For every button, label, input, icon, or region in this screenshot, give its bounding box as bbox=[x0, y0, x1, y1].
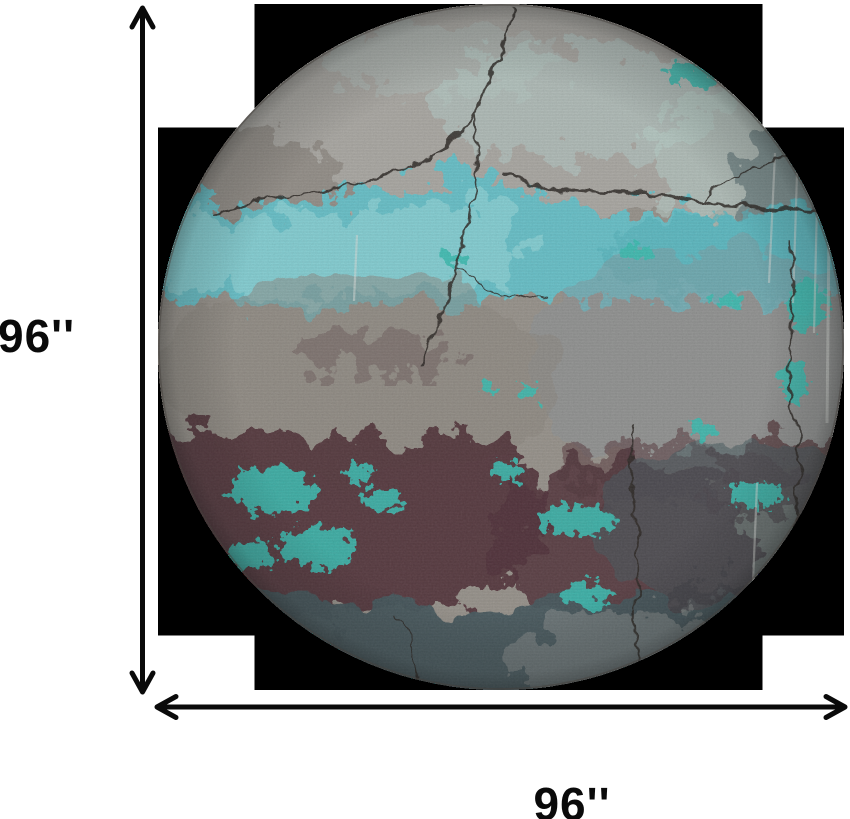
arrow-up-icon bbox=[129, 5, 156, 30]
arrow-down-icon bbox=[129, 670, 156, 695]
width-dimension-arrow bbox=[154, 694, 848, 720]
width-dimension-label: 96'' bbox=[533, 778, 611, 819]
rug-rim bbox=[158, 4, 844, 690]
height-dimension-arrow bbox=[129, 5, 156, 695]
arrow-right-icon bbox=[823, 694, 848, 720]
rug-image bbox=[158, 4, 844, 690]
height-dimension-label: 96'' bbox=[0, 310, 76, 362]
arrow-left-icon bbox=[154, 694, 179, 720]
rug-edge-vignette bbox=[158, 4, 844, 690]
